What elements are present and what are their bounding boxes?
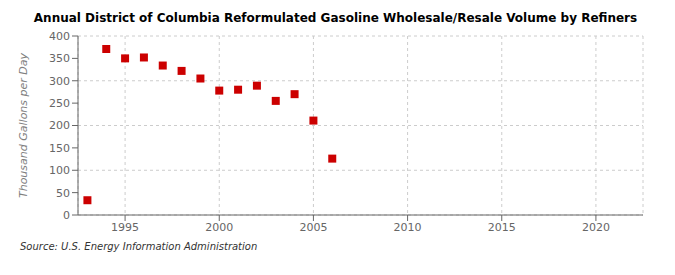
svg-text:2010: 2010 [394, 221, 422, 234]
svg-text:400: 400 [49, 30, 70, 43]
html-text:Annual District of Columbia Re: Annual District of Columbia Reformulated… [33, 11, 638, 25]
svg-text:100: 100 [49, 164, 70, 177]
svg-text:0: 0 [63, 209, 70, 222]
svg-text:50: 50 [56, 187, 70, 200]
svg-text:2020: 2020 [582, 221, 610, 234]
svg-text:350: 350 [49, 52, 70, 65]
svg-text:Thousand Gallons per Day: Thousand Gallons per Day [17, 52, 30, 198]
svg-text:2015: 2015 [488, 221, 516, 234]
svg-text:2005: 2005 [299, 221, 327, 234]
svg-text:200: 200 [49, 119, 70, 132]
svg-text:1995: 1995 [111, 221, 139, 234]
svg-text:300: 300 [49, 75, 70, 88]
html-text:Source: U.S. Energy Informatio: Source: U.S. Energy Information Administ… [20, 241, 258, 252]
svg-text:150: 150 [49, 142, 70, 155]
svg-text:2000: 2000 [205, 221, 233, 234]
svg-text:250: 250 [49, 97, 70, 110]
